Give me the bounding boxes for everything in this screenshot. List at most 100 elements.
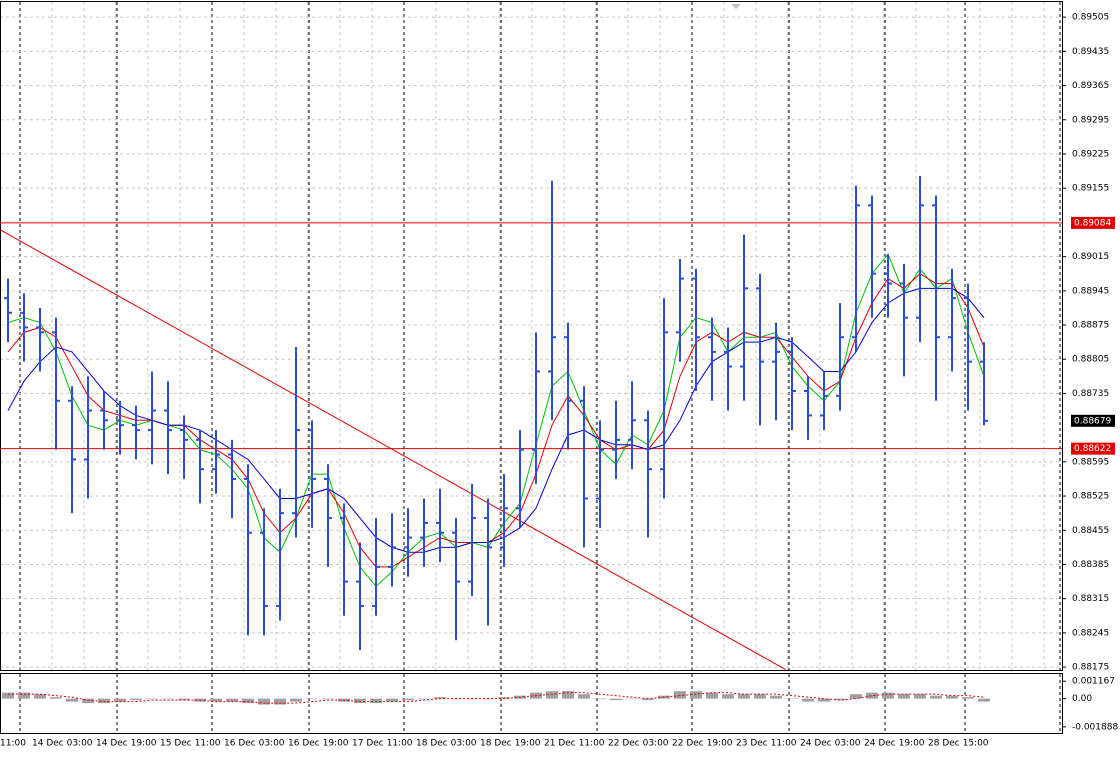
- indicator-bar: [690, 691, 702, 699]
- indicator-bar: [210, 698, 222, 702]
- x-tick-label: 24 Dec 03:00: [800, 739, 861, 749]
- indicator-bar: [962, 697, 974, 699]
- current-price-label: 0.88679: [1074, 416, 1111, 426]
- level-label: 0.89084: [1074, 218, 1111, 228]
- indicator-bar: [82, 698, 94, 704]
- x-tick-label: 11:00: [0, 739, 26, 749]
- indicator-bar: [594, 698, 606, 700]
- x-tick-label: 15 Dec 11:00: [160, 739, 221, 749]
- x-tick-label: 22 Dec 19:00: [672, 739, 733, 749]
- y-tick-label: 0.88385: [1072, 560, 1109, 570]
- y-tick-label: 0.88945: [1072, 286, 1109, 296]
- x-tick-label: 23 Dec 11:00: [736, 739, 797, 749]
- indicator-bar: [114, 698, 126, 702]
- indicator-bar: [706, 692, 718, 699]
- indicator-bar: [162, 698, 174, 700]
- indicator-bar: [178, 698, 190, 701]
- indicator-bar: [818, 698, 830, 702]
- indicator-bar: [946, 695, 958, 699]
- indicator-bar: [66, 698, 78, 702]
- x-tick-label: 28 Dec 15:00: [928, 739, 989, 749]
- y-tick-label: 0.89365: [1072, 81, 1109, 91]
- indicator-bar: [306, 698, 318, 700]
- indicator-bar: [242, 698, 254, 704]
- moving-average: [7, 253, 985, 588]
- indicator-bar: [642, 698, 654, 701]
- indicator-bar: [258, 698, 270, 705]
- level-label: 0.88622: [1074, 444, 1111, 454]
- indicator-bar: [98, 698, 110, 704]
- y-tick-label: 0.88735: [1072, 389, 1109, 399]
- indicator-bar: [146, 698, 158, 700]
- indicator-bar: [274, 698, 286, 705]
- x-tick-label: 18 Dec 03:00: [416, 739, 477, 749]
- moving-average: [7, 287, 985, 553]
- y-tick-label: 0.88525: [1072, 492, 1109, 502]
- indicator-bar: [834, 698, 846, 701]
- indicator-bar: [626, 698, 638, 700]
- y-tick-label: 0.89155: [1072, 184, 1109, 194]
- indicator-bar: [914, 694, 926, 699]
- indicator-bar: [578, 694, 590, 699]
- level-label-bg: [1071, 216, 1115, 229]
- indicator-panel-frame: [0, 673, 1063, 734]
- indicator-bar: [802, 698, 814, 702]
- indicator-bar: [498, 697, 510, 699]
- indicator-bar: [786, 698, 798, 700]
- y-tick-label: 0.89505: [1072, 13, 1109, 23]
- grid: [0, 2, 1062, 733]
- indicator-bar: [354, 698, 366, 704]
- indicator-bar: [866, 692, 878, 699]
- y-tick-label: 0.89435: [1072, 47, 1109, 57]
- indicator-signal: [8, 692, 985, 704]
- indicator-bar: [418, 698, 430, 700]
- y-tick-label: 0.88875: [1072, 321, 1109, 331]
- x-tick-label: 16 Dec 19:00: [288, 739, 349, 749]
- indicator-bar: [978, 698, 990, 702]
- indicator-bar: [722, 694, 734, 699]
- main-panel-frame: [0, 1, 1063, 671]
- indicator-bar: [402, 698, 414, 701]
- indicator-bar: [434, 697, 446, 699]
- y-tick-label: 0.88455: [1072, 526, 1109, 536]
- indicator-bar: [930, 695, 942, 699]
- x-tick-label: 22 Dec 03:00: [608, 739, 669, 749]
- indicator-bar: [850, 694, 862, 699]
- y-tick-label: 0.89015: [1072, 252, 1109, 262]
- x-tick-label: 18 Dec 19:00: [480, 739, 541, 749]
- indicator-bar: [674, 691, 686, 699]
- indicator-bar: [610, 698, 622, 701]
- indicator-bar: [882, 692, 894, 699]
- indicator-bar: [386, 698, 398, 702]
- indicator-bar: [898, 694, 910, 699]
- x-tick-label: 16 Dec 03:00: [224, 739, 285, 749]
- indicator-y-tick-label: 0.00: [1072, 694, 1092, 704]
- indicator-y-tick-label: -0.001888: [1072, 722, 1118, 732]
- indicator-bar: [226, 698, 238, 702]
- y-tick-label: 0.89225: [1072, 149, 1109, 159]
- indicator-y-tick-label: 0.001167: [1072, 677, 1115, 687]
- x-tick-label: 24 Dec 19:00: [864, 739, 925, 749]
- indicator-bar: [770, 695, 782, 699]
- indicator-bar: [34, 694, 46, 699]
- indicator-bar: [738, 694, 750, 699]
- y-tick-label: 0.88245: [1072, 628, 1109, 638]
- level-label-bg: [1071, 442, 1115, 455]
- indicator-bar: [290, 698, 302, 702]
- y-tick-label: 0.88175: [1072, 663, 1109, 673]
- y-tick-label: 0.89295: [1072, 115, 1109, 125]
- x-tick-label: 14 Dec 03:00: [32, 739, 93, 749]
- indicator-bar: [18, 692, 30, 699]
- indicator-bar: [130, 698, 142, 701]
- indicator-bar: [546, 691, 558, 699]
- y-tick-label: 0.88315: [1072, 594, 1109, 604]
- shift-marker: [731, 4, 741, 9]
- indicator-bar: [370, 698, 382, 704]
- indicator-bar: [50, 697, 62, 699]
- y-tick-label: 0.88805: [1072, 355, 1109, 365]
- indicator-bar: [322, 698, 334, 700]
- indicator-bar: [2, 692, 14, 699]
- x-tick-label: 21 Dec 11:00: [544, 739, 605, 749]
